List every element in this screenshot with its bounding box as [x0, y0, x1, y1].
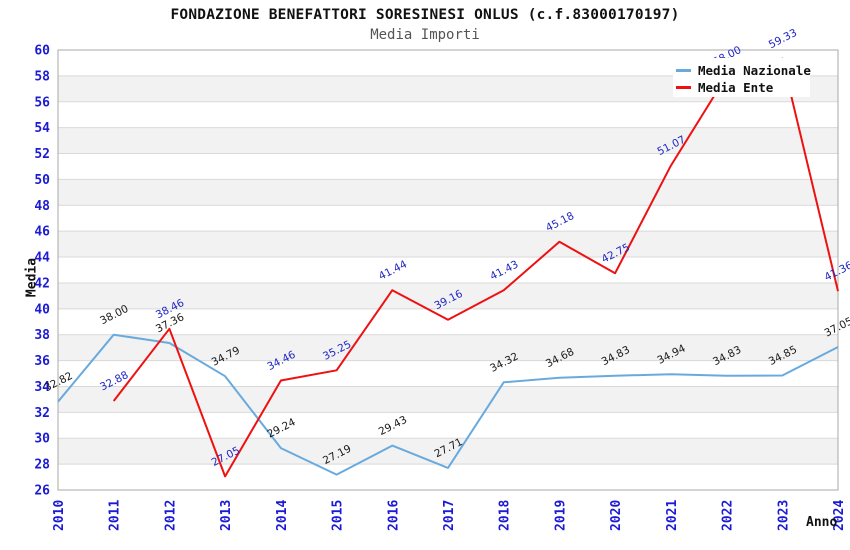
y-axis-title: Media: [24, 257, 40, 298]
svg-text:2020: 2020: [609, 500, 624, 531]
legend-label: Media Nazionale: [698, 63, 811, 78]
svg-text:2014: 2014: [275, 500, 290, 531]
legend: Media Nazionale Media Ente: [673, 58, 811, 97]
svg-text:34: 34: [34, 380, 50, 395]
svg-text:32: 32: [34, 406, 50, 421]
svg-text:2015: 2015: [331, 500, 346, 531]
svg-text:45.18: 45.18: [544, 210, 576, 234]
svg-text:48: 48: [34, 199, 50, 214]
svg-text:50: 50: [34, 173, 50, 188]
svg-text:60: 60: [34, 44, 50, 59]
svg-text:36: 36: [34, 354, 50, 369]
svg-text:29.43: 29.43: [377, 414, 409, 438]
svg-text:28: 28: [34, 458, 50, 473]
svg-text:56: 56: [34, 95, 50, 110]
series-line-media-ente: [112, 57, 839, 478]
legend-swatch-blue-icon: [676, 69, 691, 72]
plot-border: [57, 49, 839, 491]
x-axis-title: Anno: [806, 515, 838, 530]
svg-text:54: 54: [34, 121, 50, 136]
svg-text:2021: 2021: [665, 500, 680, 531]
svg-text:58: 58: [34, 69, 50, 84]
legend-item-media-nazionale[interactable]: Media Nazionale: [676, 62, 811, 79]
svg-text:2013: 2013: [219, 500, 234, 531]
svg-text:40: 40: [34, 302, 50, 317]
x-axis-tick-labels: 2010 2011 2012 2013 2014 2015 2016 2017 2018 2019…: [52, 500, 847, 531]
legend-label: Media Ente: [698, 80, 774, 95]
svg-text:2023: 2023: [776, 500, 791, 531]
series-line-media-nazionale: [57, 333, 839, 476]
svg-text:26: 26: [34, 484, 50, 499]
svg-text:2010: 2010: [52, 500, 67, 531]
chart-title: FONDAZIONE BENEFATTORI SORESINESI ONLUS …: [170, 7, 680, 23]
plot-bands: [58, 75, 838, 465]
svg-text:46: 46: [34, 225, 50, 240]
svg-text:42: 42: [34, 276, 50, 291]
svg-text:29.24: 29.24: [265, 416, 298, 440]
svg-text:52: 52: [34, 147, 50, 162]
svg-text:2022: 2022: [721, 500, 736, 531]
chart-subtitle: Media Importi: [370, 27, 480, 43]
svg-text:44: 44: [34, 251, 50, 266]
svg-text:2016: 2016: [386, 500, 401, 531]
svg-text:2011: 2011: [108, 500, 123, 531]
y-axis-tick-labels: 26 28 30 32 34 36 38 40 42 44 46 48 50 52 54 56 58 60: [34, 44, 50, 499]
svg-text:2018: 2018: [498, 500, 513, 531]
svg-text:41.44: 41.44: [377, 258, 410, 282]
y-gridlines: [58, 49, 838, 491]
svg-text:2017: 2017: [442, 500, 457, 531]
svg-text:38: 38: [34, 328, 50, 343]
legend-swatch-red-icon: [676, 86, 691, 89]
svg-text:2012: 2012: [163, 500, 178, 531]
svg-text:2019: 2019: [553, 500, 568, 531]
svg-text:30: 30: [34, 432, 50, 447]
legend-item-media-ente[interactable]: Media Ente: [676, 79, 810, 96]
svg-text:2024: 2024: [832, 500, 847, 531]
